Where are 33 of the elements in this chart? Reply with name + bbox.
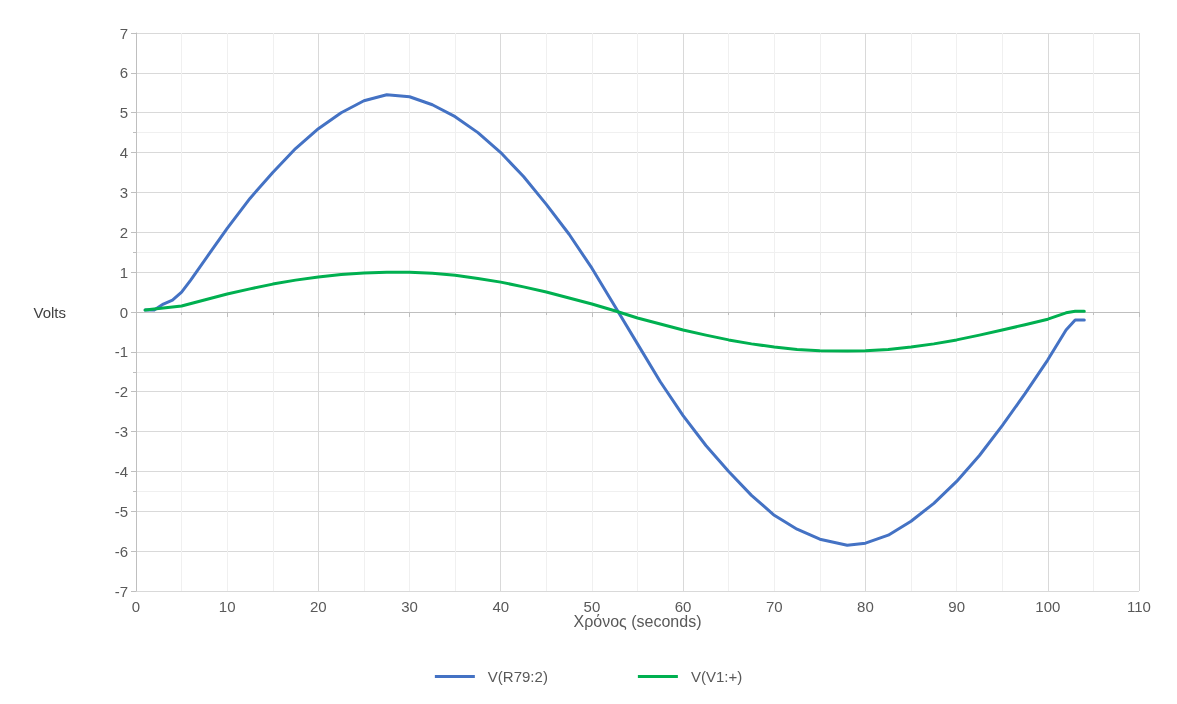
- line-series: [143, 270, 1086, 353]
- x-tick-label: 80: [857, 598, 874, 615]
- y-tick-label: 2: [119, 223, 128, 241]
- y-tick-label: -6: [114, 542, 128, 560]
- legend-label: V(V1:+): [690, 668, 743, 685]
- x-tick-label: 50: [583, 598, 601, 615]
- y-tick-label: 7: [119, 24, 128, 42]
- x-tick-label: 110: [1127, 598, 1151, 615]
- y-tick-label: -3: [114, 423, 128, 441]
- x-tick-label: 0: [131, 598, 141, 615]
- x-tick-label: 20: [310, 598, 327, 615]
- x-tick-label: 60: [674, 598, 692, 615]
- y-tick-label: -2: [114, 383, 128, 401]
- y-tick-label: -1: [114, 343, 128, 361]
- y-tick-label: 4: [119, 144, 128, 162]
- x-axis-title: Χρόνος (seconds): [573, 612, 702, 630]
- y-tick-label: 5: [119, 104, 128, 122]
- x-tick-label: 100: [1035, 598, 1061, 615]
- y-tick-label: -5: [114, 502, 128, 520]
- y-axis-title: Volts: [33, 303, 66, 321]
- y-tick-label: -7: [114, 582, 128, 600]
- y-tick-label: -4: [114, 462, 128, 480]
- y-tick-label: 0: [119, 303, 128, 321]
- y-tick-label: 3: [119, 183, 128, 201]
- legend-label: V(R79:2): [487, 668, 548, 685]
- x-tick-label: 40: [492, 598, 510, 615]
- x-tick-label: 90: [948, 598, 965, 615]
- x-tick-label: 10: [218, 598, 236, 615]
- x-tick-label: 30: [401, 598, 418, 615]
- y-tick-label: 6: [119, 64, 128, 82]
- y-tick-label: 1: [119, 263, 128, 281]
- line-series: [143, 93, 1086, 547]
- x-tick-label: 70: [765, 598, 783, 615]
